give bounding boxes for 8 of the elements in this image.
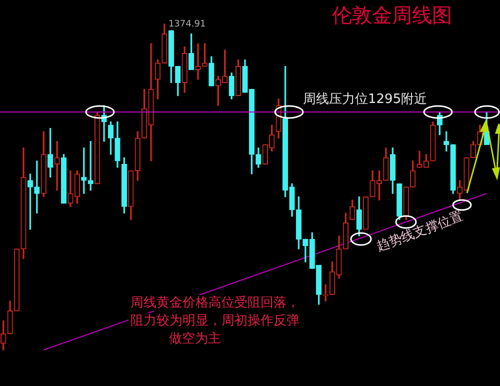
annotation: 趋势线支撑位置	[374, 208, 466, 255]
chart-title: 伦敦金周线图	[332, 3, 452, 28]
annotation: 1374.91	[168, 19, 206, 30]
annotation: 周线黄金价格高位受阻回落，	[130, 294, 300, 310]
annotation: 做空为主	[169, 330, 221, 346]
annotation: 阻力较为明显，周初操作反弹	[130, 313, 300, 328]
candlestick	[54, 141, 60, 191]
ref-line-label: 周线压力位1295附近	[303, 92, 428, 107]
